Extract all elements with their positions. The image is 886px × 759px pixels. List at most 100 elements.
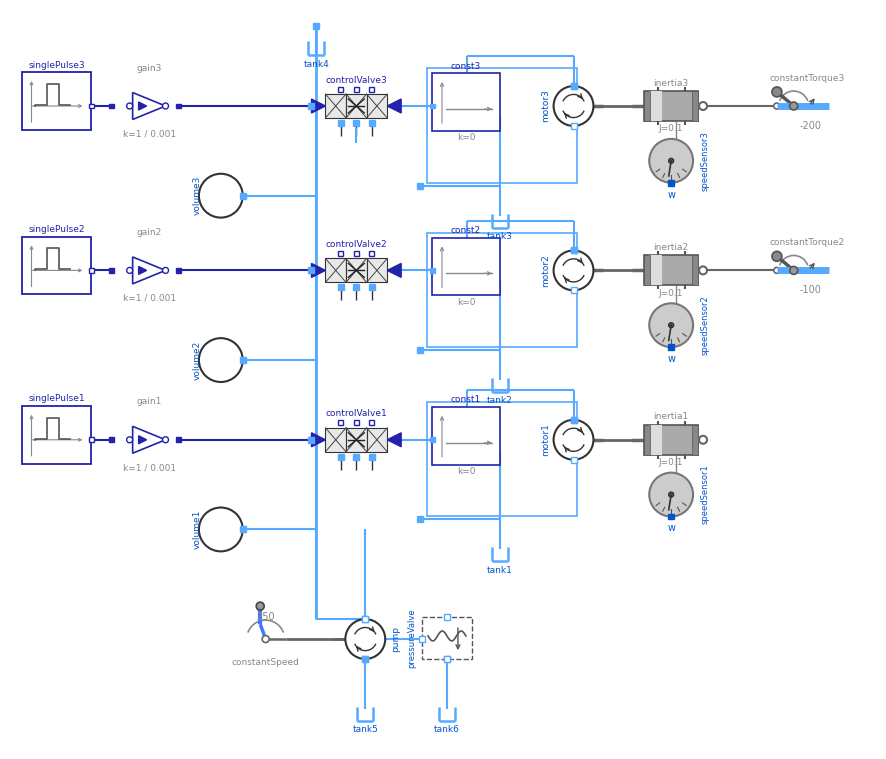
Bar: [417, 516, 424, 522]
Bar: [444, 656, 450, 662]
Polygon shape: [133, 93, 166, 119]
Polygon shape: [138, 266, 146, 275]
Bar: [308, 436, 315, 442]
Circle shape: [554, 250, 594, 291]
Bar: [354, 454, 360, 460]
Bar: [571, 247, 577, 254]
Bar: [444, 656, 450, 662]
Bar: [367, 259, 387, 282]
Bar: [325, 259, 346, 282]
Bar: [346, 259, 367, 282]
Text: inertia3: inertia3: [654, 79, 688, 87]
Bar: [692, 91, 698, 121]
Text: motor1: motor1: [541, 424, 550, 456]
Bar: [430, 437, 434, 442]
Bar: [21, 406, 91, 464]
Bar: [176, 437, 182, 442]
Circle shape: [162, 103, 168, 109]
Bar: [308, 103, 315, 109]
Text: tank2: tank2: [487, 396, 513, 405]
Text: k=0: k=0: [456, 134, 475, 143]
Bar: [427, 232, 577, 347]
Circle shape: [346, 619, 385, 659]
Bar: [427, 68, 577, 183]
Bar: [644, 256, 650, 285]
Bar: [419, 636, 425, 642]
Bar: [338, 420, 344, 425]
Text: volume3: volume3: [192, 176, 201, 216]
Bar: [427, 402, 577, 516]
Text: gain1: gain1: [136, 398, 162, 406]
Polygon shape: [387, 99, 401, 113]
Bar: [692, 425, 698, 455]
Polygon shape: [133, 257, 166, 284]
Circle shape: [772, 251, 782, 261]
Circle shape: [773, 267, 780, 273]
Text: gain2: gain2: [136, 228, 162, 237]
Circle shape: [256, 602, 264, 610]
Bar: [346, 428, 367, 452]
Circle shape: [699, 436, 707, 444]
Text: const2: const2: [451, 226, 481, 235]
Bar: [325, 428, 346, 452]
Text: tank1: tank1: [486, 565, 513, 575]
Circle shape: [699, 266, 707, 275]
Circle shape: [649, 139, 693, 183]
Bar: [644, 91, 698, 121]
Bar: [369, 120, 375, 126]
Circle shape: [773, 103, 780, 109]
Bar: [176, 103, 182, 109]
Text: k=0: k=0: [456, 467, 475, 476]
Bar: [369, 420, 374, 425]
Text: w: w: [667, 354, 675, 364]
Bar: [240, 527, 245, 532]
Circle shape: [162, 267, 168, 273]
Bar: [354, 285, 360, 291]
Bar: [432, 73, 500, 131]
Bar: [571, 247, 577, 254]
Bar: [338, 120, 344, 126]
Bar: [432, 407, 500, 465]
Bar: [240, 357, 245, 363]
Text: controlValve1: controlValve1: [325, 409, 387, 418]
Polygon shape: [312, 263, 325, 277]
Bar: [338, 87, 344, 92]
Bar: [346, 94, 367, 118]
Text: w: w: [667, 524, 675, 534]
Text: k=0: k=0: [456, 298, 475, 307]
Text: w: w: [667, 190, 675, 200]
Bar: [240, 193, 245, 199]
Text: volume1: volume1: [192, 510, 201, 550]
Bar: [89, 103, 94, 109]
Text: volume2: volume2: [192, 341, 201, 380]
Text: constantTorque3: constantTorque3: [769, 74, 844, 83]
Circle shape: [162, 436, 168, 442]
Bar: [362, 656, 369, 662]
Text: k=1 / 0.001: k=1 / 0.001: [122, 463, 175, 472]
Bar: [571, 457, 577, 463]
Bar: [354, 420, 359, 425]
Circle shape: [554, 86, 594, 126]
Text: k=1 / 0.001: k=1 / 0.001: [122, 129, 175, 138]
Circle shape: [699, 102, 707, 110]
Bar: [367, 94, 387, 118]
Bar: [362, 616, 369, 622]
Circle shape: [789, 266, 797, 275]
Text: J=0.1: J=0.1: [659, 124, 683, 134]
Text: gain3: gain3: [136, 64, 162, 73]
Bar: [644, 256, 698, 285]
Bar: [571, 83, 577, 89]
Text: tank3: tank3: [486, 232, 513, 241]
Bar: [649, 425, 662, 455]
Bar: [21, 72, 91, 130]
Bar: [649, 256, 662, 285]
Text: motor3: motor3: [541, 90, 550, 122]
Bar: [21, 237, 91, 294]
Bar: [109, 268, 113, 273]
Text: speedSensor2: speedSensor2: [701, 295, 710, 355]
Bar: [417, 347, 424, 353]
Text: tank4: tank4: [304, 60, 330, 68]
Bar: [362, 656, 369, 662]
Bar: [176, 268, 182, 273]
Text: -100: -100: [800, 285, 821, 295]
